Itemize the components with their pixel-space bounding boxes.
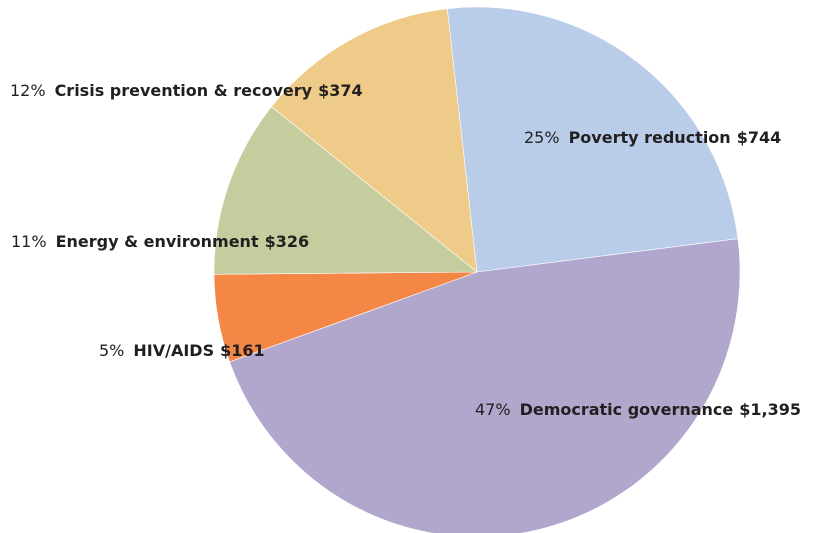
pie-slices bbox=[213, 6, 741, 533]
label-poverty-reduction: 25% Poverty reduction $744 bbox=[524, 128, 781, 147]
pie-slice-democratic-governance bbox=[229, 238, 741, 533]
pie-slice-crisis-prevention-recovery bbox=[271, 8, 478, 273]
label-hiv-aids: 5% HIV/AIDS $161 bbox=[99, 341, 265, 360]
label-democratic-governance: 47% Democratic governance $1,395 bbox=[475, 400, 801, 419]
pie-labels: 25% Poverty reduction $744 47% Democratic g… bbox=[10, 81, 801, 419]
label-crisis-prevention-recovery: 12% Crisis prevention & recovery $374 bbox=[10, 81, 363, 100]
label-energy-environment: 11% Energy & environment $326 bbox=[11, 232, 309, 251]
pie-slice-poverty-reduction bbox=[446, 6, 739, 273]
pie-slice-energy-environment bbox=[213, 106, 478, 275]
